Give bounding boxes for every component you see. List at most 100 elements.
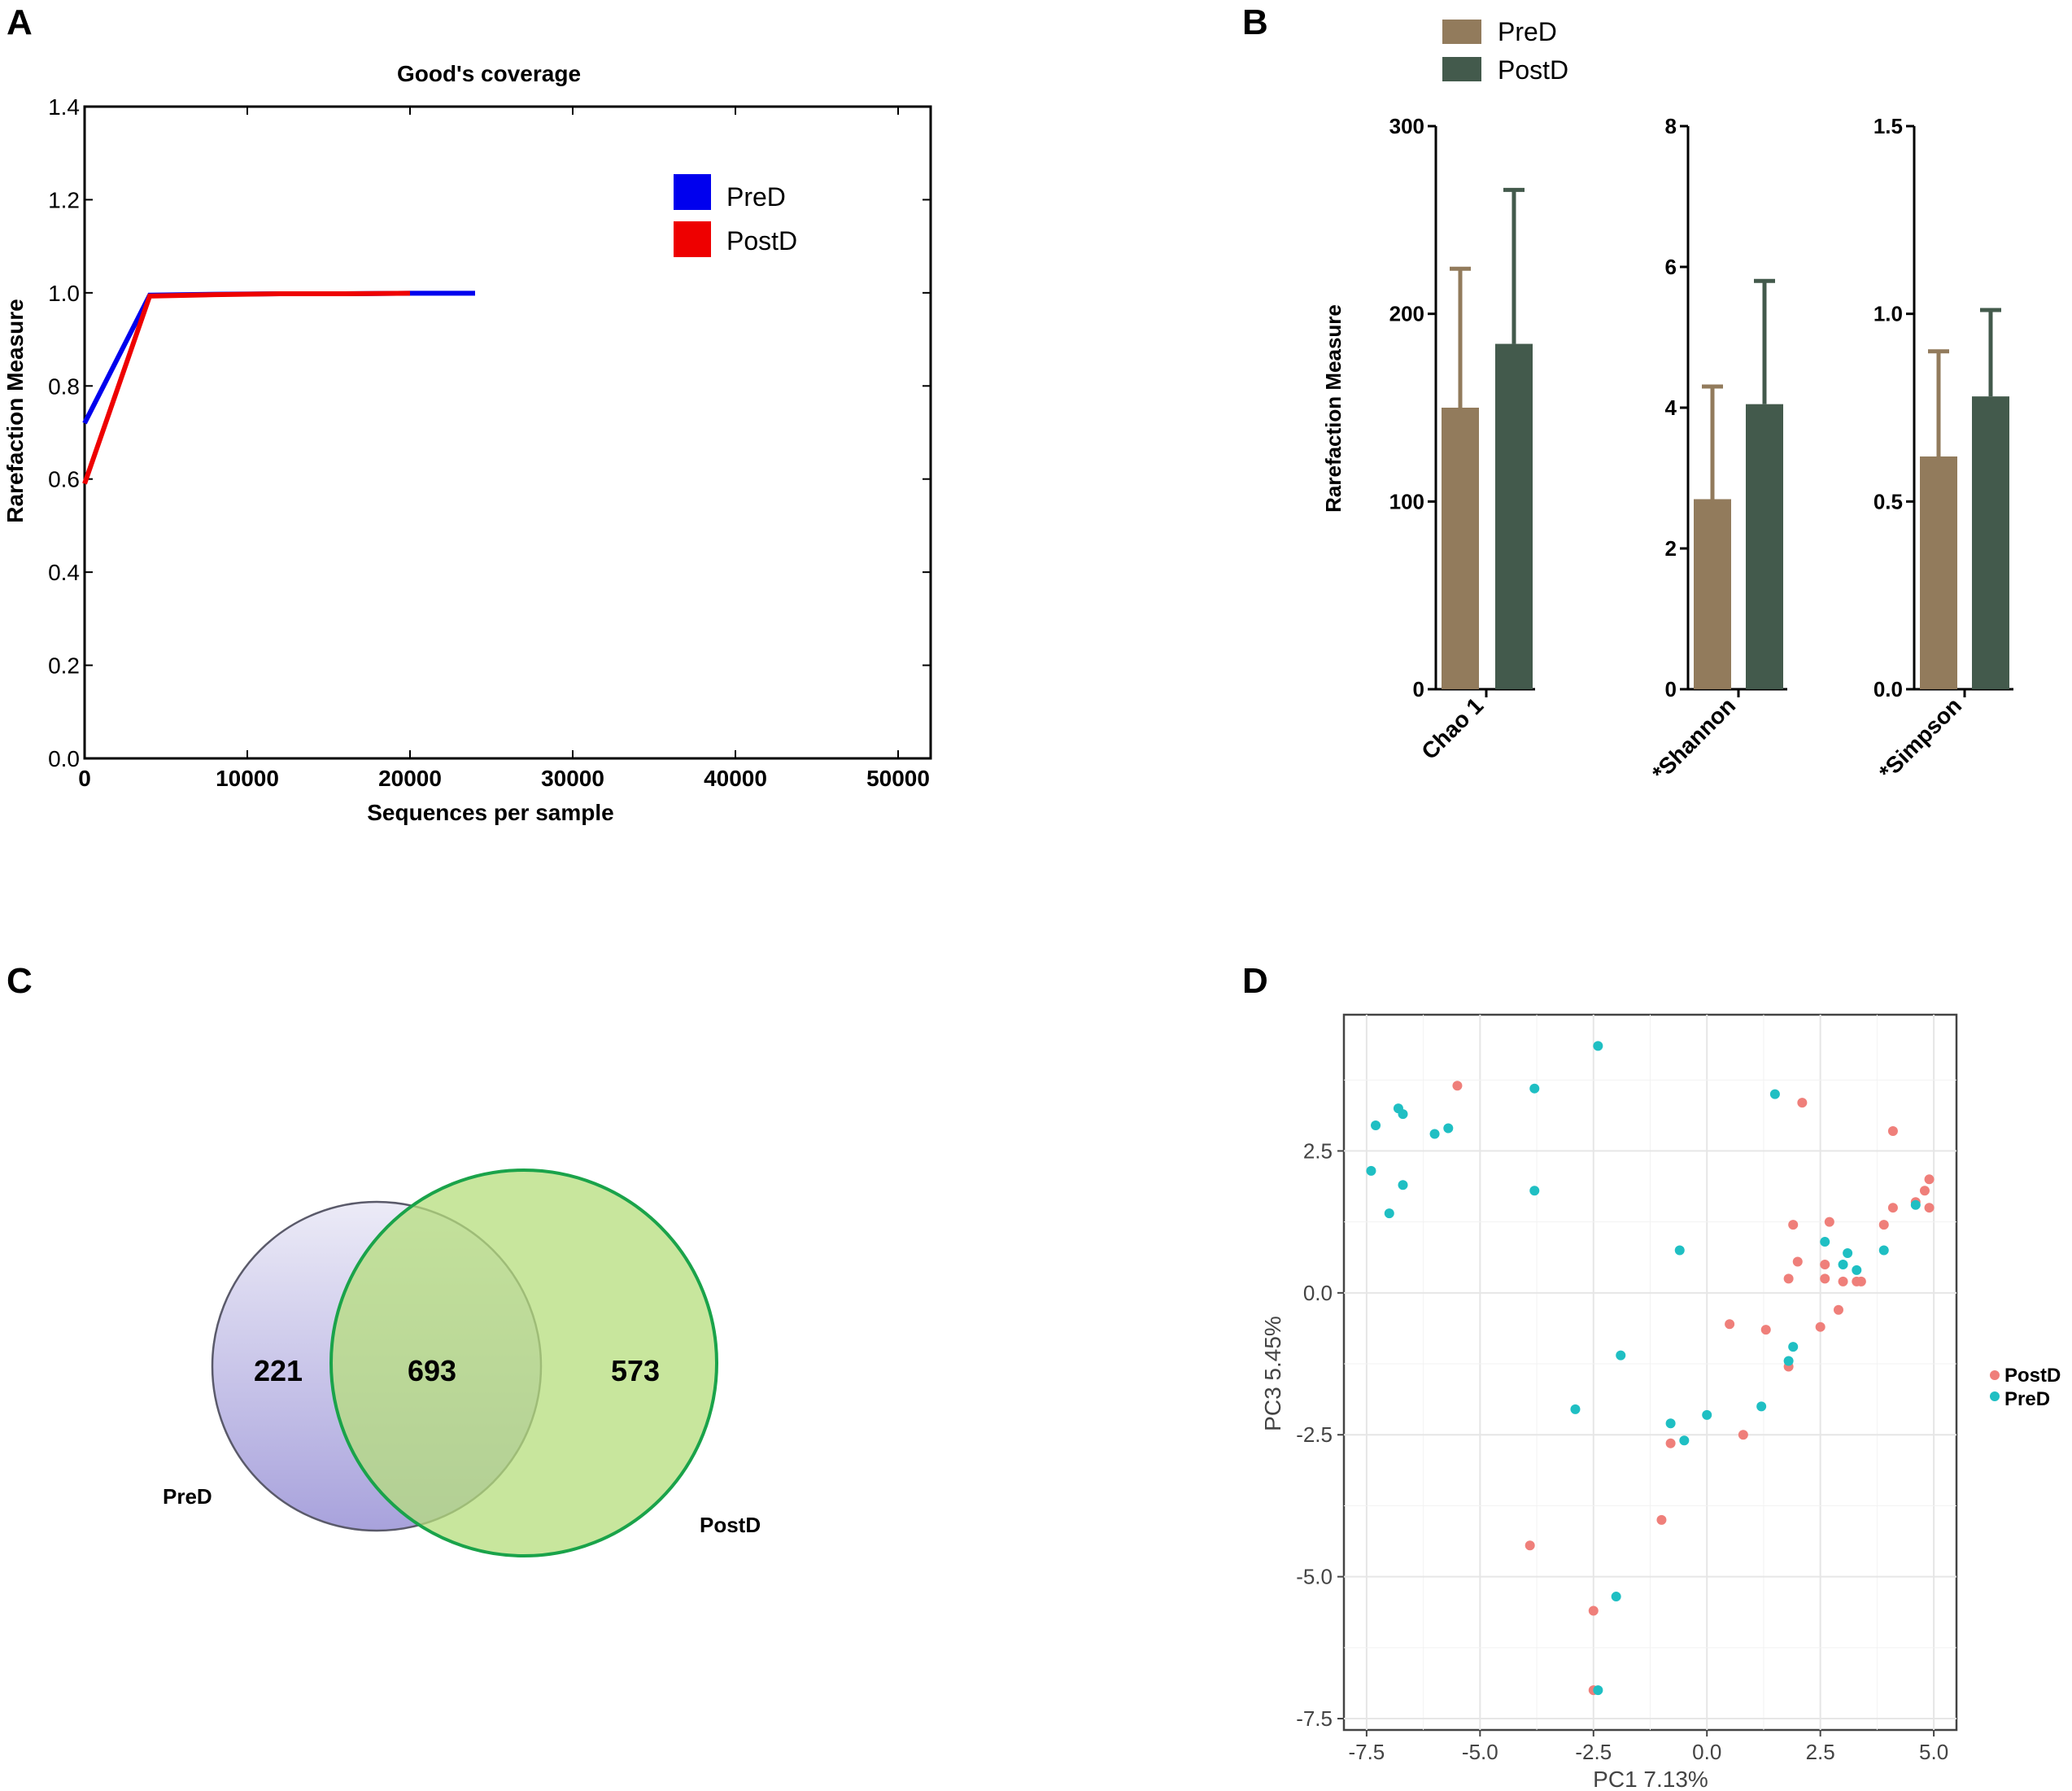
scatter-point-postd (1856, 1276, 1866, 1286)
scatter-point-pred (1616, 1350, 1626, 1361)
scatter-point-postd (1833, 1304, 1843, 1315)
scatter-point-pred (1756, 1401, 1767, 1412)
scatter-point-postd (1919, 1186, 1930, 1196)
scatter-point-postd (1783, 1273, 1794, 1284)
y-tick-label: 1.4 (48, 94, 80, 120)
panel-b-bar-chart: PreD PostD Rarefaction Measure 0 100 200 30… (1321, 17, 2013, 786)
subplot-y-tick-label: 6 (1665, 255, 1677, 279)
venn-count-only-postd: 573 (611, 1354, 660, 1387)
panel-d-scatter: -7.5 -5.0 -2.5 0.0 2.5 5.0-7.5-5.0-2.50.02.5 … (1260, 1013, 2061, 1791)
scatter-point-pred (1838, 1259, 1848, 1269)
scatter-point-pred (1366, 1165, 1376, 1176)
subplot-y-tick-label: 0.0 (1874, 677, 1903, 701)
x-tick-label: 0.0 (1692, 1740, 1721, 1764)
x-tick-label: 10000 (216, 766, 279, 791)
panel-label-b: B (1242, 2, 1268, 42)
x-tick-label: -7.5 (1348, 1740, 1385, 1764)
scatter-point-postd (1820, 1259, 1830, 1269)
y-tick-label: -2.5 (1296, 1422, 1333, 1447)
legend-a-label-postd: PostD (726, 226, 797, 256)
x-tick-label: -2.5 (1575, 1740, 1612, 1764)
scatter-point-pred (1843, 1248, 1853, 1258)
scatter-point-pred (1783, 1356, 1794, 1366)
subplot-y-tick-label: 1.5 (1874, 114, 1903, 138)
x-tick-label: -5.0 (1462, 1740, 1498, 1764)
y-tick-label: 0.0 (48, 746, 80, 771)
chart-a-frame (83, 105, 932, 760)
scatter-point-postd (1838, 1276, 1848, 1286)
bar-pred (1442, 408, 1479, 689)
y-tick-label: -7.5 (1296, 1706, 1333, 1731)
subplot-y-tick-label: 200 (1389, 302, 1424, 326)
subplot-y-tick-label: 0.5 (1874, 489, 1903, 513)
legend-d-dot-pred (1990, 1391, 2000, 1401)
chart-a-axes: 0 10000 20000 30000 40000 50000 0.0 0.2 0.4 0.6 0.… (48, 94, 931, 791)
scatter-point-pred (1398, 1109, 1408, 1120)
legend-b-label-postd: PostD (1498, 55, 1568, 85)
y-tick-label: 0.6 (48, 467, 80, 492)
scatter-point-pred (1570, 1404, 1581, 1414)
bar-postd (1495, 343, 1533, 689)
legend-d-dot-postd (1990, 1370, 2000, 1380)
subplot-y-tick-label: 8 (1665, 114, 1677, 138)
scatter-point-postd (1525, 1540, 1535, 1551)
chart-d-xlabel: PC1 7.13% (1593, 1767, 1708, 1791)
scatter-point-pred (1384, 1208, 1394, 1219)
x-tick-label: 5.0 (1919, 1740, 1948, 1764)
scatter-point-postd (1824, 1217, 1834, 1227)
legend-d-label-pred: PreD (2004, 1388, 2050, 1410)
scatter-point-pred (1820, 1237, 1830, 1247)
bar-pred (1920, 456, 1957, 689)
scatter-point-pred (1788, 1342, 1799, 1352)
chart-a-title: Good's coverage (397, 61, 581, 86)
bar-pred (1694, 499, 1731, 689)
x-tick-label: 30000 (541, 766, 604, 791)
panel-a-line-chart: Good's coverage 0 10000 20000 30000 40000 500… (2, 61, 932, 825)
y-tick-label: 0.0 (1303, 1281, 1333, 1305)
scatter-point-pred (1679, 1435, 1690, 1446)
scatter-point-pred (1878, 1245, 1889, 1256)
y-tick-label: 0.4 (48, 560, 80, 585)
scatter-point-pred (1611, 1592, 1621, 1602)
scatter-point-postd (1815, 1321, 1826, 1332)
scatter-point-postd (1792, 1256, 1803, 1267)
chart-a-series (82, 290, 475, 485)
scatter-point-postd (1820, 1273, 1830, 1284)
x-tick-label: 0 (78, 766, 91, 791)
subplot-category-label: Chao 1 (1416, 692, 1488, 764)
scatter-point-pred (1702, 1409, 1712, 1420)
subplot-category-label: *Simpson (1874, 692, 1966, 784)
panel-label-c: C (7, 961, 33, 1001)
bar-postd (1972, 396, 2009, 689)
scatter-point-postd (1924, 1203, 1935, 1213)
legend-d-label-postd: PostD (2004, 1365, 2061, 1387)
scatter-point-pred (1529, 1186, 1540, 1196)
scatter-point-postd (1924, 1174, 1935, 1185)
scatter-point-postd (1725, 1319, 1735, 1330)
venn-label-pred: PreD (163, 1484, 212, 1509)
subplot-y-tick-label: 300 (1389, 114, 1424, 138)
scatter-point-postd (1760, 1325, 1771, 1335)
chart-a-xlabel: Sequences per sample (367, 800, 613, 825)
y-tick-label: -5.0 (1296, 1565, 1333, 1589)
legend-a-label-pred: PreD (726, 182, 786, 212)
scatter-point-pred (1769, 1089, 1780, 1099)
y-tick-label: 0.8 (48, 373, 80, 399)
subplot-y-tick-label: 0 (1413, 677, 1424, 701)
subplot-y-tick-label: 2 (1665, 536, 1677, 561)
panel-c-venn: 221 693 573 PreD PostD (163, 1169, 761, 1557)
scatter-point-pred (1593, 1685, 1603, 1696)
y-tick-label: 1.0 (48, 281, 80, 306)
x-tick-label: 2.5 (1806, 1740, 1835, 1764)
y-tick-label: 1.2 (48, 187, 80, 212)
scatter-point-postd (1665, 1438, 1676, 1448)
venn-label-postd: PostD (700, 1513, 761, 1537)
subplot-y-tick-label: 4 (1665, 395, 1677, 420)
legend-a-swatch-postd (674, 221, 711, 257)
venn-count-both: 693 (408, 1354, 456, 1387)
subplot-y-tick-label: 1.0 (1874, 302, 1903, 326)
scatter-point-pred (1910, 1199, 1921, 1210)
panel-label-a: A (7, 2, 33, 42)
chart-d-ylabel: PC3 5.45% (1260, 1316, 1285, 1431)
